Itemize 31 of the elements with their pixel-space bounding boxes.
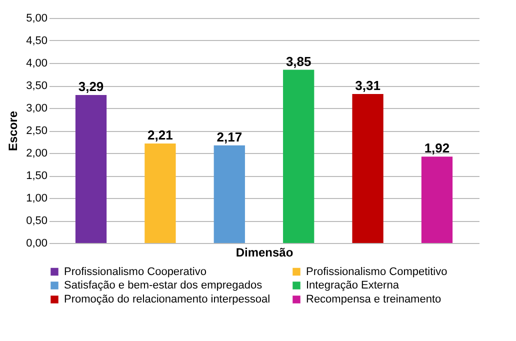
legend-label: Integração Externa [306,280,400,292]
y-tick-label: 2,00 [26,148,48,160]
y-tick-label: 1,50 [26,170,48,182]
data-label: 1,92 [424,140,450,156]
y-tick-label: 1,00 [26,192,48,204]
bar [421,156,453,243]
y-axis-title: Escore [6,110,20,152]
data-label: 2,17 [216,129,242,144]
bar [283,70,314,243]
bar [144,144,176,243]
data-label: 2,21 [148,128,173,143]
y-tick-label: 3,00 [26,102,48,114]
x-axis-title: Dimensão [236,246,294,260]
legend-label: Recompensa e treinamento [306,294,442,306]
y-tick-label: 4,50 [26,35,48,47]
legend-label: Satisfação e bem-estar dos empregados [64,280,263,292]
bar [75,94,107,243]
y-tick-label: 0,50 [26,215,48,227]
data-label: 3,31 [355,78,380,94]
bar [352,94,384,243]
legend-label: Profissionalismo Cooperativo [64,266,206,278]
legend-label: Profissionalismo Competitivo [306,266,448,278]
bar [214,145,245,243]
y-tick-label: 3,50 [26,80,48,92]
y-tick-label: 5,00 [26,12,48,24]
data-label: 3,85 [286,54,312,69]
y-tick-label: 4,00 [26,58,48,70]
legend-label: Promoção do relacionamento interpessoal [64,294,270,306]
y-tick-label: 2,50 [26,125,48,137]
data-label: 3,29 [78,78,104,94]
y-tick-label: 0,00 [26,238,48,250]
